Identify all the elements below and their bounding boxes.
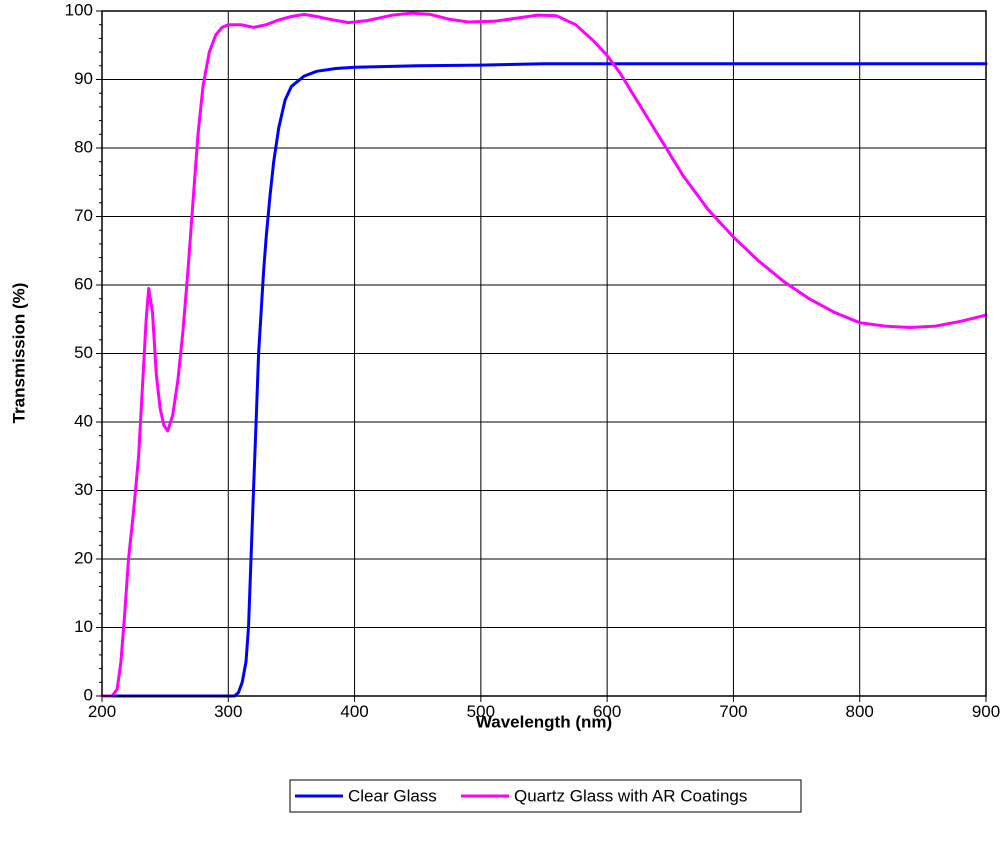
y-tick-label: 80 [74, 137, 93, 156]
y-tick-label: 60 [74, 274, 93, 293]
x-tick-label: 800 [846, 702, 874, 721]
series-line-clear-glass [100, 62, 988, 698]
y-tick-label: 50 [74, 343, 93, 362]
x-tick-label: 400 [340, 702, 368, 721]
y-tick-label: 70 [74, 206, 93, 225]
y-tick-label: 30 [74, 480, 93, 499]
x-axis-title: Wavelength (nm) [476, 712, 612, 731]
x-tick-label: 600 [593, 702, 621, 721]
plot-border [101, 10, 987, 697]
y-tick-label: 0 [84, 685, 93, 704]
x-tick-label: 700 [719, 702, 747, 721]
x-tick-label: 900 [972, 702, 1000, 721]
y-tick-label: 40 [74, 411, 93, 430]
legend: Clear Glass Quartz Glass with AR Coating… [289, 779, 802, 813]
y-tick-label: 20 [74, 548, 93, 567]
legend-box [289, 779, 802, 813]
y-axis-title: Transmission (%) [9, 283, 28, 424]
x-tick-label: 300 [214, 702, 242, 721]
y-tick-labels: 0 10 20 30 40 50 60 70 80 90 100 [65, 0, 93, 704]
series-layer [100, 11, 988, 698]
y-tick-label: 100 [65, 0, 93, 19]
y-tick-label: 90 [74, 69, 93, 88]
y-tick-label: 10 [74, 617, 93, 636]
legend-label-clear-glass: Clear Glass [348, 786, 437, 805]
x-tick-labels: 200 300 400 500 600 700 800 900 [88, 702, 1000, 721]
x-tick-label: 200 [88, 702, 116, 721]
legend-label-quartz-glass: Quartz Glass with AR Coatings [514, 786, 747, 805]
x-tick-label: 500 [467, 702, 495, 721]
series-line-quartz-glass [100, 11, 988, 698]
